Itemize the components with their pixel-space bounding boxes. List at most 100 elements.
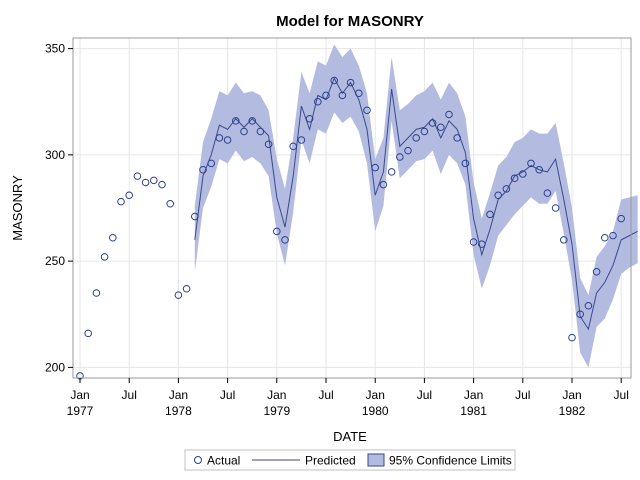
actual-point (519, 170, 527, 178)
actual-point (355, 89, 363, 98)
x-tick-label: Jul (614, 388, 629, 402)
actual-point (379, 180, 388, 189)
actual-point (617, 214, 626, 223)
actual-point (469, 238, 478, 246)
actual-point (133, 172, 142, 180)
y-tick-label: 300 (45, 148, 65, 162)
actual-point (223, 136, 232, 144)
legend-ci-label: 95% Confidence Limits (389, 454, 512, 468)
actual-point (338, 91, 347, 100)
actual-point (289, 142, 298, 151)
actual-point (100, 253, 109, 261)
actual-point (478, 240, 486, 248)
actual-point (117, 197, 125, 206)
x-tick-year-label: 1982 (559, 404, 586, 418)
actual-point (453, 134, 462, 142)
actual-point (502, 185, 511, 193)
actual-point (428, 119, 437, 127)
y-tick-label: 200 (45, 360, 65, 374)
actual-point (248, 117, 256, 125)
actual-point (158, 180, 166, 189)
actual-point (199, 165, 207, 174)
actual-point (371, 163, 380, 172)
actual-point (535, 165, 544, 174)
y-tick-label: 250 (45, 254, 65, 268)
legend-predicted-label: Predicted (305, 454, 356, 468)
actual-point (84, 329, 92, 338)
x-tick-label: Jul (122, 388, 137, 402)
actual-point (281, 236, 289, 244)
actual-point (420, 127, 429, 136)
actual-point (166, 199, 174, 208)
x-tick-label: Jul (417, 388, 432, 402)
actual-point (322, 91, 330, 100)
y-axis: 200 250 300 350 (45, 42, 73, 374)
actual-point (560, 236, 568, 244)
actual-point (330, 76, 339, 85)
actual-point (240, 127, 248, 136)
actual-point (387, 168, 396, 176)
actual-point (404, 146, 412, 155)
actual-point (297, 136, 306, 144)
actual-series (76, 76, 626, 380)
actual-point (396, 153, 404, 161)
chart-title: Model for MASONRY (276, 13, 424, 30)
actual-point (609, 231, 617, 240)
x-axis: Jan 1977 Jul Jan 1978 Jul Jan 1979 Jul Jan 1980 Jul… (67, 378, 629, 418)
actual-point (92, 289, 101, 297)
actual-point (109, 233, 117, 242)
actual-point (445, 110, 453, 119)
x-tick-label: Jul (318, 388, 333, 402)
x-tick-label: Jan (464, 388, 483, 402)
x-tick-year-label: 1981 (460, 404, 487, 418)
x-tick-label: Jan (562, 388, 581, 402)
actual-point (412, 134, 421, 142)
actual-point (510, 174, 519, 183)
actual-point (551, 204, 560, 212)
actual-point (527, 159, 535, 168)
actual-point (174, 291, 183, 299)
x-axis-label: DATE (333, 429, 367, 444)
actual-point (437, 123, 445, 132)
confidence-band (194, 44, 638, 368)
actual-point (543, 189, 552, 197)
actual-point (314, 97, 322, 106)
actual-point (125, 191, 133, 200)
actual-point (486, 210, 494, 219)
x-tick-label: Jan (70, 388, 89, 402)
actual-point (141, 178, 150, 187)
actual-point (256, 127, 265, 136)
x-tick-year-label: 1977 (67, 404, 94, 418)
confidence-band-area (194, 44, 638, 368)
y-tick-label: 350 (45, 42, 65, 56)
actual-point (346, 78, 355, 87)
legend-box (184, 449, 516, 471)
x-tick-year-label: 1980 (362, 404, 389, 418)
actual-point (305, 114, 314, 123)
legend-actual-label: Actual (207, 454, 240, 468)
x-tick-year-label: 1979 (263, 404, 290, 418)
x-tick-label: Jul (515, 388, 530, 402)
actual-point (273, 227, 281, 236)
x-tick-year-label: 1978 (165, 404, 192, 418)
y-axis-label: MASONRY (10, 175, 25, 241)
legend-actual-marker (194, 456, 202, 464)
actual-point (584, 301, 593, 310)
legend-ci-swatch (367, 453, 385, 467)
actual-point (264, 140, 273, 149)
plot-frame (72, 37, 632, 379)
actual-point (592, 267, 601, 276)
actual-point (232, 117, 240, 125)
x-tick-label: Jan (267, 388, 286, 402)
x-tick-label: Jan (169, 388, 188, 402)
actual-point (182, 284, 191, 293)
legend: Actual Predicted 95% Confidence Limits (184, 449, 516, 471)
actual-point (576, 310, 585, 319)
actual-point (568, 333, 576, 342)
actual-point (207, 159, 215, 168)
actual-point (601, 233, 609, 242)
actual-point (461, 159, 470, 168)
x-tick-label: Jul (220, 388, 235, 402)
predicted-series (194, 77, 638, 331)
